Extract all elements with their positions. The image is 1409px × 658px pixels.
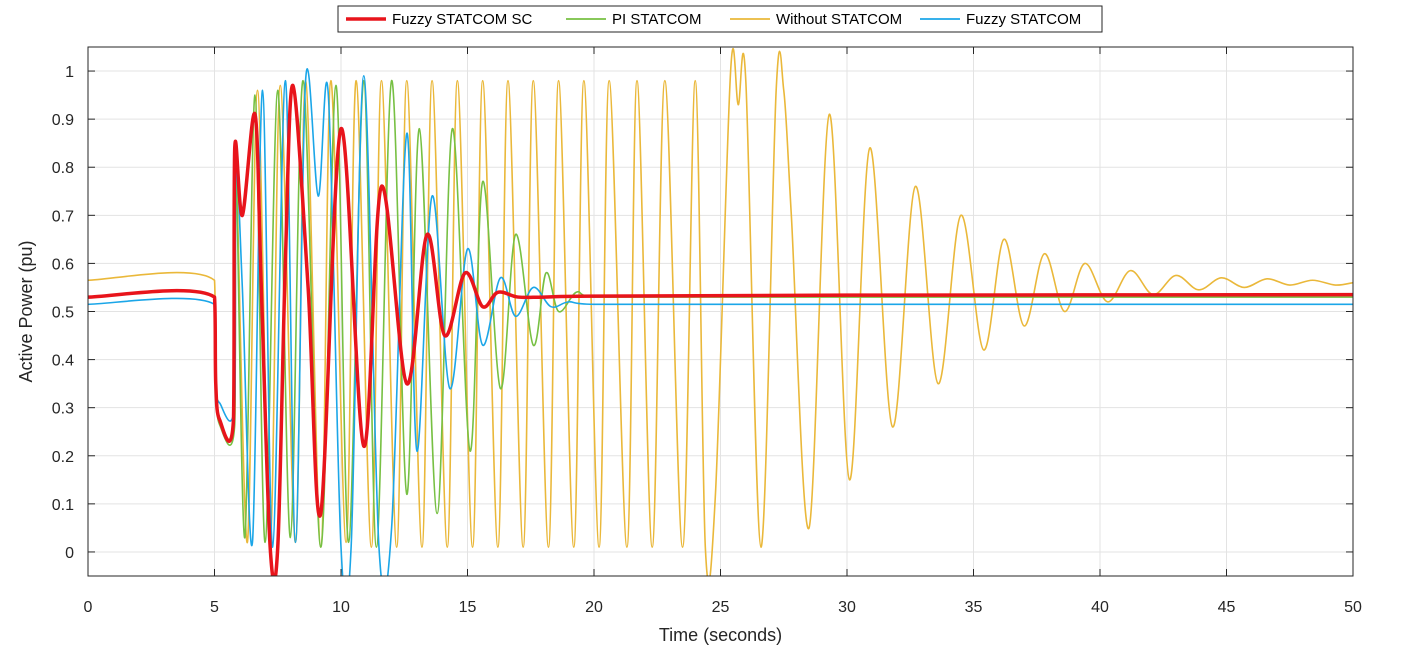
y-tick-label: 0.4 (52, 353, 74, 370)
x-tick-label: 0 (84, 599, 93, 616)
x-tick-label: 35 (965, 599, 983, 616)
x-tick-label: 40 (1091, 599, 1109, 616)
legend-box (337, 5, 1103, 33)
x-tick-label: 15 (459, 599, 477, 616)
series-line-fuzzy-statcom-sc (88, 83, 1353, 576)
y-tick-label: 0.3 (52, 401, 74, 418)
y-axis-label: Active Power (pu) (16, 240, 36, 382)
x-tick-label: 10 (332, 599, 350, 616)
x-tick-label: 5 (210, 599, 219, 616)
legend-label: PI STATCOM (612, 11, 701, 28)
legend-label: Fuzzy STATCOM (966, 11, 1081, 28)
y-tick-label: 0.7 (52, 208, 74, 225)
x-tick-label: 20 (585, 599, 603, 616)
series-line-pi-statcom (88, 79, 1353, 548)
x-axis-label: Time (seconds) (659, 625, 782, 645)
y-tick-label: 1 (65, 64, 74, 81)
legend-label: Fuzzy STATCOM SC (392, 11, 532, 28)
x-tick-label: 45 (1218, 599, 1236, 616)
y-tick-label: 0.8 (52, 160, 74, 177)
legend: Fuzzy STATCOM SC PI STATCOM Without STATCO… (337, 5, 1103, 33)
x-tick-label: 30 (838, 599, 856, 616)
x-tick-label: 50 (1344, 599, 1362, 616)
legend-label: Without STATCOM (776, 11, 902, 28)
y-tick-label: 0.2 (52, 449, 74, 466)
y-tick-label: 0.1 (52, 497, 74, 514)
y-tick-label: 0.6 (52, 256, 74, 273)
y-tick-label: 0 (65, 545, 74, 562)
y-tick-label: 0.9 (52, 112, 74, 129)
x-tick-label: 25 (712, 599, 730, 616)
y-tick-label: 0.5 (52, 305, 74, 322)
series-line-fuzzy-statcom (88, 68, 1353, 576)
